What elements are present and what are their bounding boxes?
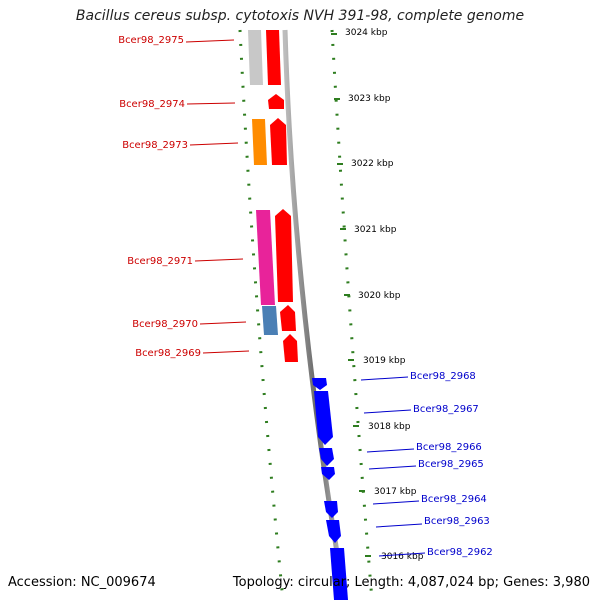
cds-bcer98-2970[interactable] <box>280 305 296 331</box>
label-leader <box>368 465 417 470</box>
label-leader <box>372 500 420 505</box>
gene-label[interactable]: Bcer98_2974 <box>119 99 185 110</box>
reverse-gene-labels: Bcer98_2975 Bcer98_2974 Bcer98_2973 Bcer… <box>118 35 250 359</box>
label-leader <box>375 523 423 528</box>
gene-label[interactable]: Bcer98_2964 <box>421 494 487 505</box>
inner-guide-ring <box>238 29 285 600</box>
label-leader <box>366 448 415 453</box>
reverse-strand-features <box>248 30 298 362</box>
gene-label[interactable]: Bcer98_2969 <box>135 348 201 359</box>
rrna-2971[interactable] <box>256 210 275 305</box>
forward-strand-features <box>312 378 348 600</box>
gene-label[interactable]: Bcer98_2965 <box>418 459 484 470</box>
label-leader <box>378 552 426 557</box>
gene-label[interactable]: Bcer98_2970 <box>132 319 198 330</box>
trna-2973[interactable] <box>252 119 267 165</box>
gene-label[interactable]: Bcer98_2967 <box>413 404 479 415</box>
label-leader <box>186 102 236 105</box>
cds-bcer98-2966[interactable] <box>319 448 334 466</box>
label-leader <box>363 409 412 414</box>
cds-bcer98-2968[interactable] <box>312 378 327 390</box>
cds-bcer98-2975[interactable] <box>266 30 281 85</box>
forward-gene-labels: Bcer98_2968 Bcer98_2967 Bcer98_2966 Bcer… <box>360 371 493 558</box>
scale-label: 3024 kbp <box>345 28 388 38</box>
rrna-2970[interactable] <box>262 306 278 335</box>
cds-bcer98-2969[interactable] <box>283 334 298 362</box>
cds-bcer98-2962[interactable] <box>330 548 348 600</box>
gene-label[interactable]: Bcer98_2966 <box>416 442 482 453</box>
scale-label: 3021 kbp <box>354 225 397 235</box>
cds-bcer98-2965[interactable] <box>321 467 335 480</box>
gene-label[interactable]: Bcer98_2962 <box>427 547 493 558</box>
scale-label: 3018 kbp <box>368 422 411 432</box>
map-title: Bacillus cereus subsp. cytotoxis NVH 391… <box>75 8 525 24</box>
cds-bcer98-2964[interactable] <box>324 501 338 518</box>
label-leader <box>189 142 239 146</box>
scale: 3024 kbp 3023 kbp 3022 kbp 3021 kbp 3020… <box>331 28 424 562</box>
gene-label[interactable]: Bcer98_2963 <box>424 516 490 527</box>
label-leader <box>185 39 235 43</box>
label-leader <box>199 321 247 325</box>
scale-label: 3019 kbp <box>363 356 406 366</box>
cds-bcer98-2973[interactable] <box>270 118 287 165</box>
accession-text: Accession: NC_009674 <box>8 575 156 590</box>
scale-label: 3022 kbp <box>351 159 394 169</box>
cds-bcer98-2963[interactable] <box>326 520 341 543</box>
gene-label[interactable]: Bcer98_2975 <box>118 35 184 46</box>
scale-label: 3020 kbp <box>358 291 401 301</box>
gene-label[interactable]: Bcer98_2971 <box>127 256 193 267</box>
outer-guide-ring <box>330 29 374 600</box>
cds-bcer98-2967[interactable] <box>314 391 333 445</box>
label-leader <box>360 376 409 381</box>
genome-summary-text: Topology: circular; Length: 4,087,024 bp… <box>232 575 590 590</box>
gene-label[interactable]: Bcer98_2973 <box>122 140 188 151</box>
label-leader <box>202 350 250 354</box>
scale-label: 3023 kbp <box>348 94 391 104</box>
cds-bcer98-2974[interactable] <box>268 94 284 109</box>
cds-bcer98-2971[interactable] <box>275 209 293 302</box>
other-feature-2975[interactable] <box>248 30 263 85</box>
scale-label: 3016 kbp <box>381 552 424 562</box>
gene-label[interactable]: Bcer98_2968 <box>410 371 476 382</box>
scale-label: 3017 kbp <box>374 487 417 497</box>
label-leader <box>194 258 244 262</box>
